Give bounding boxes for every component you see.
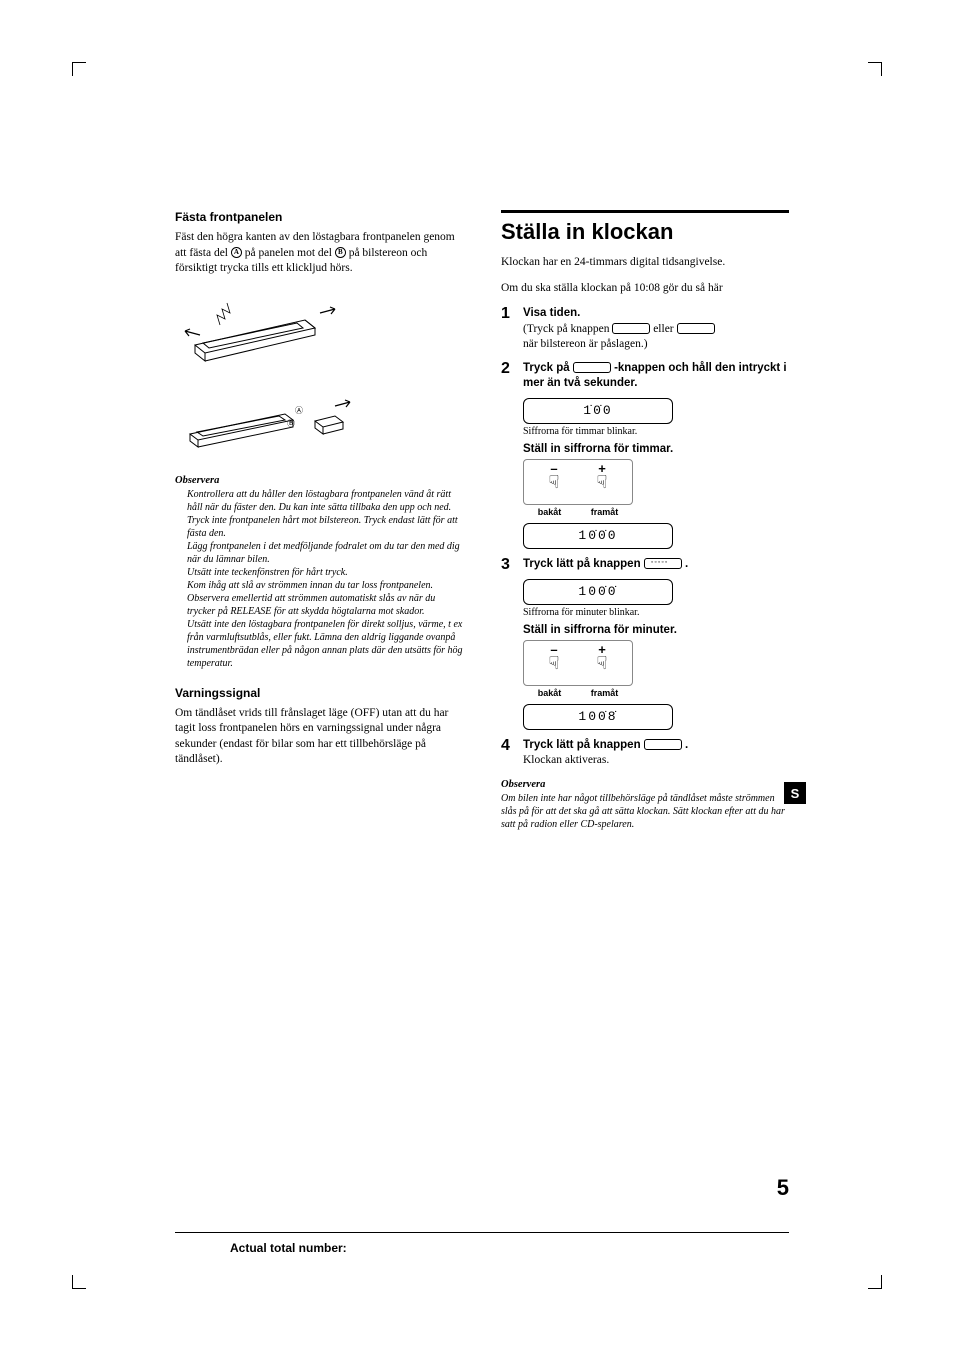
step-result: Klockan aktiveras. [523, 754, 609, 766]
text-fragment: Tryck på [523, 362, 573, 374]
hand-minus-icon: –☟ [539, 465, 569, 499]
text-fragment: . [682, 739, 688, 751]
attach-panel-heading: Fästa frontpanelen [175, 210, 463, 224]
text-fragment: . [682, 558, 688, 570]
label-forward: framåt [591, 688, 619, 698]
lcd-display: 1̇0̇0 [523, 398, 673, 424]
step-title: Tryck lätt på knappen . [523, 739, 688, 751]
hand-illustration-minutes: –☟ +☟ [523, 640, 633, 686]
text-fragment: eller [650, 323, 676, 335]
observera-heading: Observera [175, 475, 463, 486]
step-4: 4 Tryck lätt på knappen . Klockan aktive… [501, 738, 789, 769]
step-number: 2 [501, 361, 515, 377]
lcd-display: 10̇0̇0 [523, 523, 673, 549]
button-outline-dots-icon [644, 558, 682, 569]
plus-sign: + [598, 465, 606, 473]
svg-text:Ⓑ: Ⓑ [287, 419, 295, 428]
crop-mark-bl [72, 1275, 86, 1289]
observera-body: Kontrollera att du håller den löstagbara… [175, 488, 463, 670]
clock-intro-2: Om du ska ställa klockan på 10:08 gör du… [501, 281, 789, 297]
circled-letter-b: B [335, 247, 346, 258]
hand-plus-icon: +☟ [587, 646, 617, 680]
content-columns: Fästa frontpanelen Fäst den högra kanten… [175, 210, 789, 831]
button-outline-icon [677, 323, 715, 334]
lcd-caption: Siffrorna för minuter blinkar. [523, 607, 789, 618]
observera-body: Om bilen inte har något tillbehörsläge p… [501, 792, 789, 831]
lcd-display: 100̇0̇ [523, 579, 673, 605]
button-outline-icon [644, 739, 682, 750]
attach-panel-illustration-bottom: Ⓐ Ⓑ [175, 386, 385, 456]
set-hours-instruction: Ställ in siffrorna för timmar. [523, 443, 789, 455]
step-body: Visa tiden. (Tryck på knappen eller när … [523, 306, 789, 353]
label-backward: bakåt [538, 688, 562, 698]
step-number: 3 [501, 557, 515, 573]
right-column: Ställa in klockan Klockan har en 24-timm… [501, 210, 789, 831]
text-fragment: (Tryck på knappen [523, 323, 612, 335]
minus-sign: – [550, 646, 557, 654]
page-number: 5 [777, 1175, 789, 1201]
step-2: 2 Tryck på -knappen och håll den intryck… [501, 361, 789, 392]
text-fragment: när bilstereon är påslagen.) [523, 338, 648, 350]
hand-labels: bakåt framåt [523, 688, 633, 698]
lcd-display: 100̇8̇ [523, 704, 673, 730]
set-minutes-instruction: Ställ in siffrorna för minuter. [523, 624, 789, 636]
warning-signal-heading: Varningssignal [175, 686, 463, 700]
text-fragment: Tryck lätt på knappen [523, 558, 644, 570]
text-fragment: Tryck lätt på knappen [523, 739, 644, 751]
step-body: Tryck lätt på knappen . [523, 557, 789, 573]
hand-labels: bakåt framåt [523, 507, 633, 517]
circled-letter-a: A [231, 247, 242, 258]
step-body: Tryck lätt på knappen . Klockan aktivera… [523, 738, 789, 769]
hand-illustration-hours: –☟ +☟ [523, 459, 633, 505]
hand-plus-icon: +☟ [587, 465, 617, 499]
step-title: Visa tiden. [523, 307, 580, 319]
text-fragment: på panelen mot del [242, 247, 335, 259]
plus-sign: + [598, 646, 606, 654]
minus-sign: – [550, 465, 557, 473]
attach-panel-illustration-top [175, 295, 385, 365]
attach-panel-text: Fäst den högra kanten av den löstagbara … [175, 230, 463, 277]
observera-heading: Observera [501, 779, 789, 790]
footer-divider [175, 1232, 789, 1233]
lcd-caption: Siffrorna för timmar blinkar. [523, 426, 789, 437]
button-outline-icon [573, 362, 611, 373]
clock-intro-1: Klockan har en 24-timmars digital tidsan… [501, 255, 789, 271]
step-title: Tryck på -knappen och håll den intryckt … [523, 362, 787, 390]
hand-minus-icon: –☟ [539, 646, 569, 680]
left-column: Fästa frontpanelen Fäst den högra kanten… [175, 210, 463, 831]
set-clock-heading: Ställa in klockan [501, 210, 789, 245]
step-number: 1 [501, 306, 515, 322]
label-backward: bakåt [538, 507, 562, 517]
footer-text: Actual total number: [230, 1241, 347, 1255]
language-tab: S [784, 782, 806, 804]
label-forward: framåt [591, 507, 619, 517]
warning-signal-text: Om tändlåset vrids till frånslaget läge … [175, 706, 463, 768]
step-1: 1 Visa tiden. (Tryck på knappen eller nä… [501, 306, 789, 353]
svg-text:Ⓐ: Ⓐ [295, 406, 303, 415]
crop-mark-tl [72, 62, 86, 76]
button-outline-icon [612, 323, 650, 334]
step-title: Tryck lätt på knappen . [523, 558, 688, 570]
step-body: Tryck på -knappen och håll den intryckt … [523, 361, 789, 392]
step-3: 3 Tryck lätt på knappen . [501, 557, 789, 573]
crop-mark-tr [868, 62, 882, 76]
step-number: 4 [501, 738, 515, 754]
crop-mark-br [868, 1275, 882, 1289]
